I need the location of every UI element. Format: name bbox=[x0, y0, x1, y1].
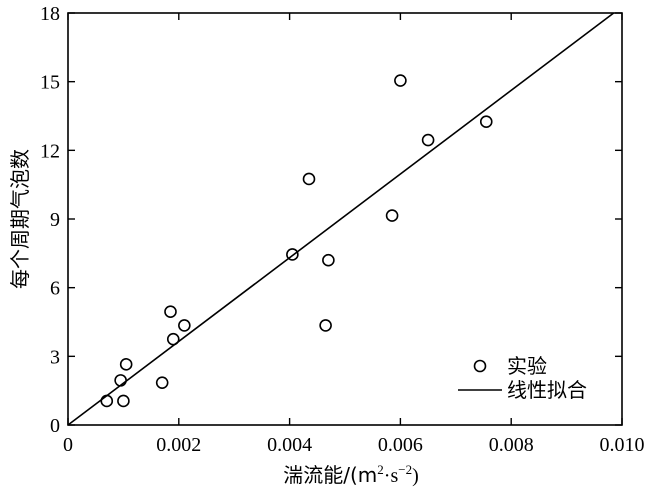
x-tick-label-1: 0.002 bbox=[156, 434, 201, 456]
x-axis-ticks: 0 0.002 0.004 0.006 0.008 0.010 bbox=[63, 13, 645, 456]
x-tick-label-2: 0.004 bbox=[267, 434, 312, 456]
data-point-14 bbox=[421, 133, 435, 147]
data-points-layer bbox=[100, 74, 493, 408]
data-point-9 bbox=[302, 172, 316, 186]
x-tick-label-4: 0.008 bbox=[489, 434, 534, 456]
y-tick-label-1: 3 bbox=[50, 346, 60, 368]
data-point-2 bbox=[117, 394, 130, 408]
fit-line-layer bbox=[67, 12, 615, 426]
x-axis-title-sup1: 2 bbox=[377, 462, 384, 477]
x-tick-label-5: 0.010 bbox=[600, 434, 645, 456]
y-tick-label-6: 18 bbox=[40, 3, 60, 25]
y-tick-label-5: 15 bbox=[40, 72, 60, 94]
data-point-10 bbox=[319, 319, 332, 332]
y-tick-label-2: 6 bbox=[50, 278, 60, 300]
data-point-11 bbox=[322, 253, 335, 267]
y-tick-label-4: 12 bbox=[40, 140, 60, 162]
x-axis-title-end: ) bbox=[412, 465, 419, 487]
legend-label-fit: 线性拟合 bbox=[507, 378, 587, 402]
legend-marker-experiment bbox=[473, 359, 487, 373]
y-axis-title: 每个周期气泡数 bbox=[8, 149, 32, 289]
y-tick-label-3: 9 bbox=[50, 209, 60, 231]
data-point-12 bbox=[385, 209, 399, 222]
x-axis-title-sup2: −2 bbox=[398, 462, 412, 477]
data-point-15 bbox=[479, 115, 493, 129]
data-point-5 bbox=[164, 305, 177, 319]
data-point-4 bbox=[155, 376, 169, 389]
y-axis-ticks: 0 3 6 9 12 15 18 bbox=[40, 3, 622, 437]
legend: 实验 线性拟合 bbox=[458, 354, 587, 402]
data-point-6 bbox=[166, 332, 180, 346]
data-point-13 bbox=[394, 74, 407, 87]
data-point-1 bbox=[114, 374, 127, 387]
fit-line bbox=[67, 12, 615, 426]
x-tick-label-3: 0.006 bbox=[378, 434, 423, 456]
data-point-7 bbox=[178, 319, 191, 332]
legend-label-experiment: 实验 bbox=[507, 354, 547, 378]
y-tick-label-0: 0 bbox=[50, 415, 60, 437]
x-axis-title-main: 湍流能/(m bbox=[283, 463, 377, 487]
x-tick-label-0: 0 bbox=[63, 434, 73, 456]
data-point-3 bbox=[119, 358, 133, 371]
x-axis-title-mid: ·s bbox=[384, 465, 399, 487]
data-point-0 bbox=[100, 394, 114, 408]
data-point-8 bbox=[286, 248, 299, 261]
x-axis-title: 湍流能/(m2·s−2) bbox=[283, 462, 419, 487]
